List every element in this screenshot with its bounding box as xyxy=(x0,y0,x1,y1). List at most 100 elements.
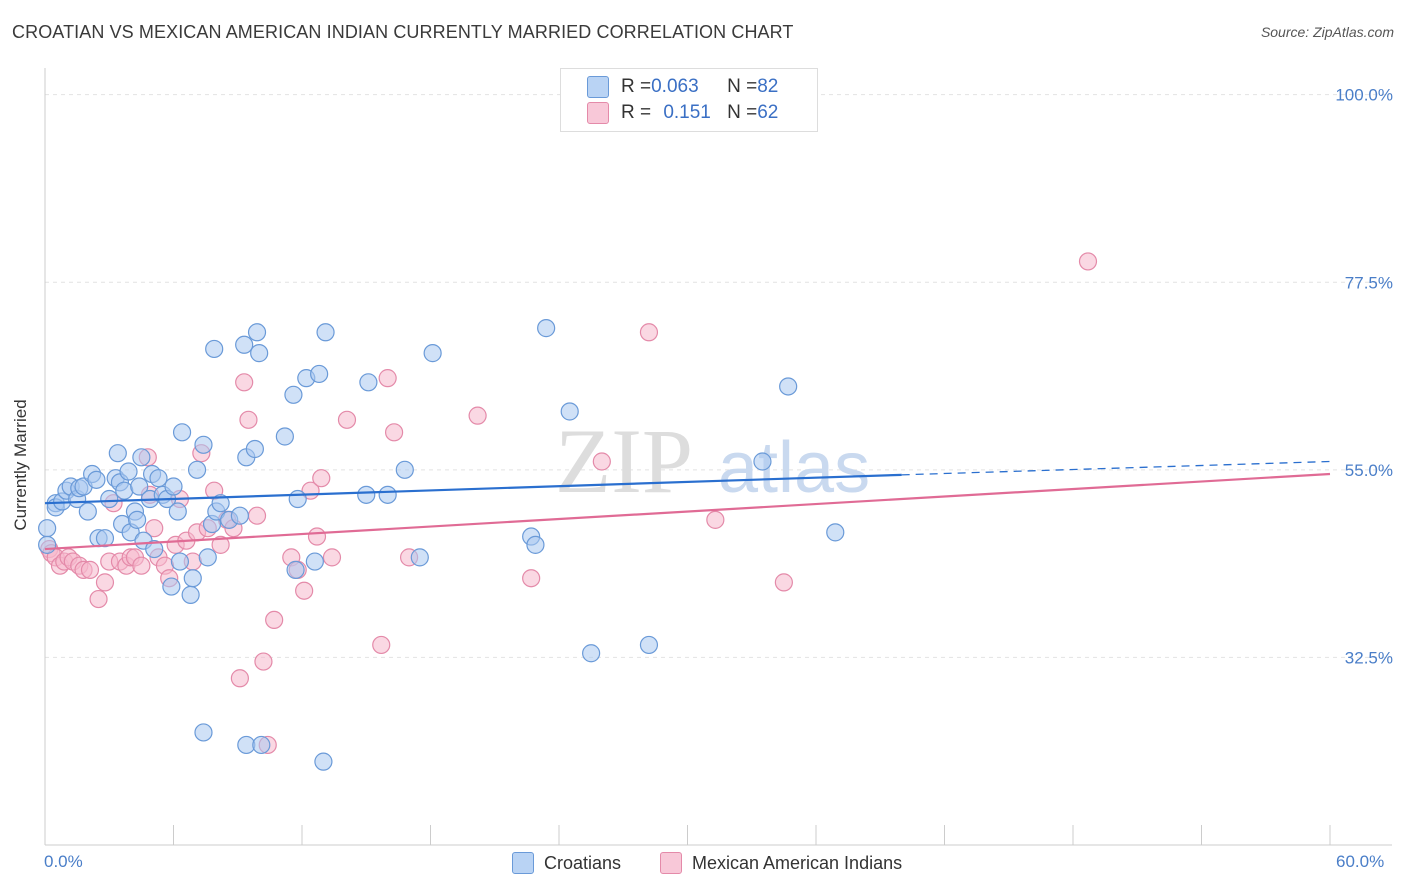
data-point-croatian xyxy=(286,560,305,579)
data-point-croatian xyxy=(314,752,333,771)
data-point-mexican-american-indian xyxy=(247,506,267,525)
data-point-mexican-american-indian xyxy=(468,406,487,425)
data-point-croatian xyxy=(423,344,442,363)
data-point-croatian xyxy=(826,523,845,542)
x-tick-label-min: 0.0% xyxy=(44,852,83,871)
data-point-croatian xyxy=(145,539,164,559)
watermark-zip: ZIP xyxy=(555,410,693,512)
data-point-croatian xyxy=(378,485,397,504)
data-point-croatian xyxy=(275,427,294,446)
data-point-mexican-american-indian xyxy=(522,569,541,588)
trend-line-mexican-american-indians xyxy=(44,472,1331,551)
trend-line-croatians-extension xyxy=(901,460,1331,476)
data-point-croatian xyxy=(183,569,202,588)
data-point-croatian xyxy=(582,644,601,663)
r-value: 0.151 xyxy=(663,102,711,123)
data-point-croatian xyxy=(78,502,97,521)
data-point-mexican-american-indian xyxy=(80,560,100,579)
stats-legend-row-mexican-american-indians: R = 0.151 N = 62 xyxy=(587,101,778,125)
data-point-croatian xyxy=(284,385,303,404)
data-point-mexican-american-indian xyxy=(706,510,725,529)
axes xyxy=(44,68,1392,846)
y-tick-label: 32.5% xyxy=(1345,648,1393,667)
blue-swatch xyxy=(512,852,534,874)
data-point-mexican-american-indian xyxy=(295,581,314,600)
r-value: 0.063 xyxy=(651,76,699,97)
data-point-croatian xyxy=(38,519,57,538)
series-legend: Croatians Mexican American Indians xyxy=(0,852,1406,876)
y-axis-label: Currently Married xyxy=(11,399,30,531)
data-point-croatian xyxy=(359,373,378,392)
watermark: ZIP atlas xyxy=(555,410,870,512)
blue-points xyxy=(38,319,845,771)
trend-line-croatians xyxy=(44,473,902,505)
data-point-mexican-american-indian xyxy=(307,527,327,546)
data-point-croatian xyxy=(779,377,798,396)
data-point-mexican-american-indian xyxy=(322,548,342,567)
data-point-croatian xyxy=(247,323,267,342)
data-point-croatian xyxy=(235,335,254,354)
data-point-croatian xyxy=(560,402,579,421)
source-note: Source: ZipAtlas.com xyxy=(1260,24,1394,40)
data-point-croatian xyxy=(305,552,324,571)
trend-lines xyxy=(44,460,1331,551)
data-point-croatian xyxy=(245,439,264,459)
data-point-mexican-american-indian xyxy=(239,410,258,429)
data-point-croatian xyxy=(357,485,376,504)
data-point-mexican-american-indian xyxy=(378,369,397,388)
r-label: R = xyxy=(621,102,652,123)
data-point-croatian xyxy=(168,502,187,521)
data-point-mexican-american-indian xyxy=(235,373,254,392)
data-point-croatian xyxy=(38,535,57,554)
data-point-croatian xyxy=(288,489,307,509)
y-tick-label: 77.5% xyxy=(1345,273,1393,292)
data-point-mexican-american-indian xyxy=(265,610,284,630)
data-point-croatian xyxy=(132,448,151,467)
data-point-croatian xyxy=(250,344,269,363)
data-point-mexican-american-indian xyxy=(372,635,391,655)
data-point-croatian xyxy=(252,735,271,755)
data-point-mexican-american-indian xyxy=(774,573,793,592)
pink-swatch xyxy=(587,102,609,124)
legend-item-croatians: Croatians xyxy=(512,852,621,874)
data-point-croatian xyxy=(127,510,147,529)
data-point-croatian xyxy=(170,552,190,571)
n-label: N = xyxy=(727,102,758,123)
blue-swatch xyxy=(587,76,609,98)
data-point-mexican-american-indian xyxy=(254,652,273,671)
data-point-croatian xyxy=(211,494,230,513)
data-point-croatian xyxy=(130,477,149,496)
legend-label: Mexican American Indians xyxy=(692,852,903,873)
data-point-mexican-american-indian xyxy=(89,589,108,609)
data-point-croatian xyxy=(149,469,168,488)
data-point-croatian xyxy=(230,506,249,525)
data-point-mexican-american-indian xyxy=(95,573,115,592)
data-point-croatian xyxy=(194,435,213,454)
data-point-croatian xyxy=(194,723,213,742)
n-value: 62 xyxy=(757,102,779,123)
data-point-mexican-american-indian xyxy=(312,469,331,488)
data-point-mexican-american-indian xyxy=(337,410,357,429)
data-point-mexican-american-indian xyxy=(230,669,249,688)
data-point-croatian xyxy=(119,462,138,481)
data-point-croatian xyxy=(187,460,207,479)
data-point-croatian xyxy=(205,339,224,359)
data-point-croatian xyxy=(639,635,659,655)
data-point-croatian xyxy=(526,535,545,554)
data-point-croatian xyxy=(108,444,127,463)
n-value: 82 xyxy=(757,76,779,97)
data-point-croatian xyxy=(310,364,329,384)
x-tick-label-max: 60.0% xyxy=(1336,852,1385,871)
data-point-croatian xyxy=(316,323,335,342)
data-point-mexican-american-indian xyxy=(1078,252,1098,271)
data-point-mexican-american-indian xyxy=(211,535,230,554)
data-point-mexican-american-indian xyxy=(145,519,164,538)
data-point-mexican-american-indian xyxy=(384,423,404,442)
pink-swatch xyxy=(660,852,682,874)
data-point-croatian xyxy=(410,548,429,567)
data-point-croatian xyxy=(198,548,217,567)
data-point-croatian xyxy=(100,489,119,509)
stats-legend: R = 0.063 N = 82 R = 0.151 N = 62 xyxy=(560,68,818,132)
data-point-croatian xyxy=(172,423,192,442)
